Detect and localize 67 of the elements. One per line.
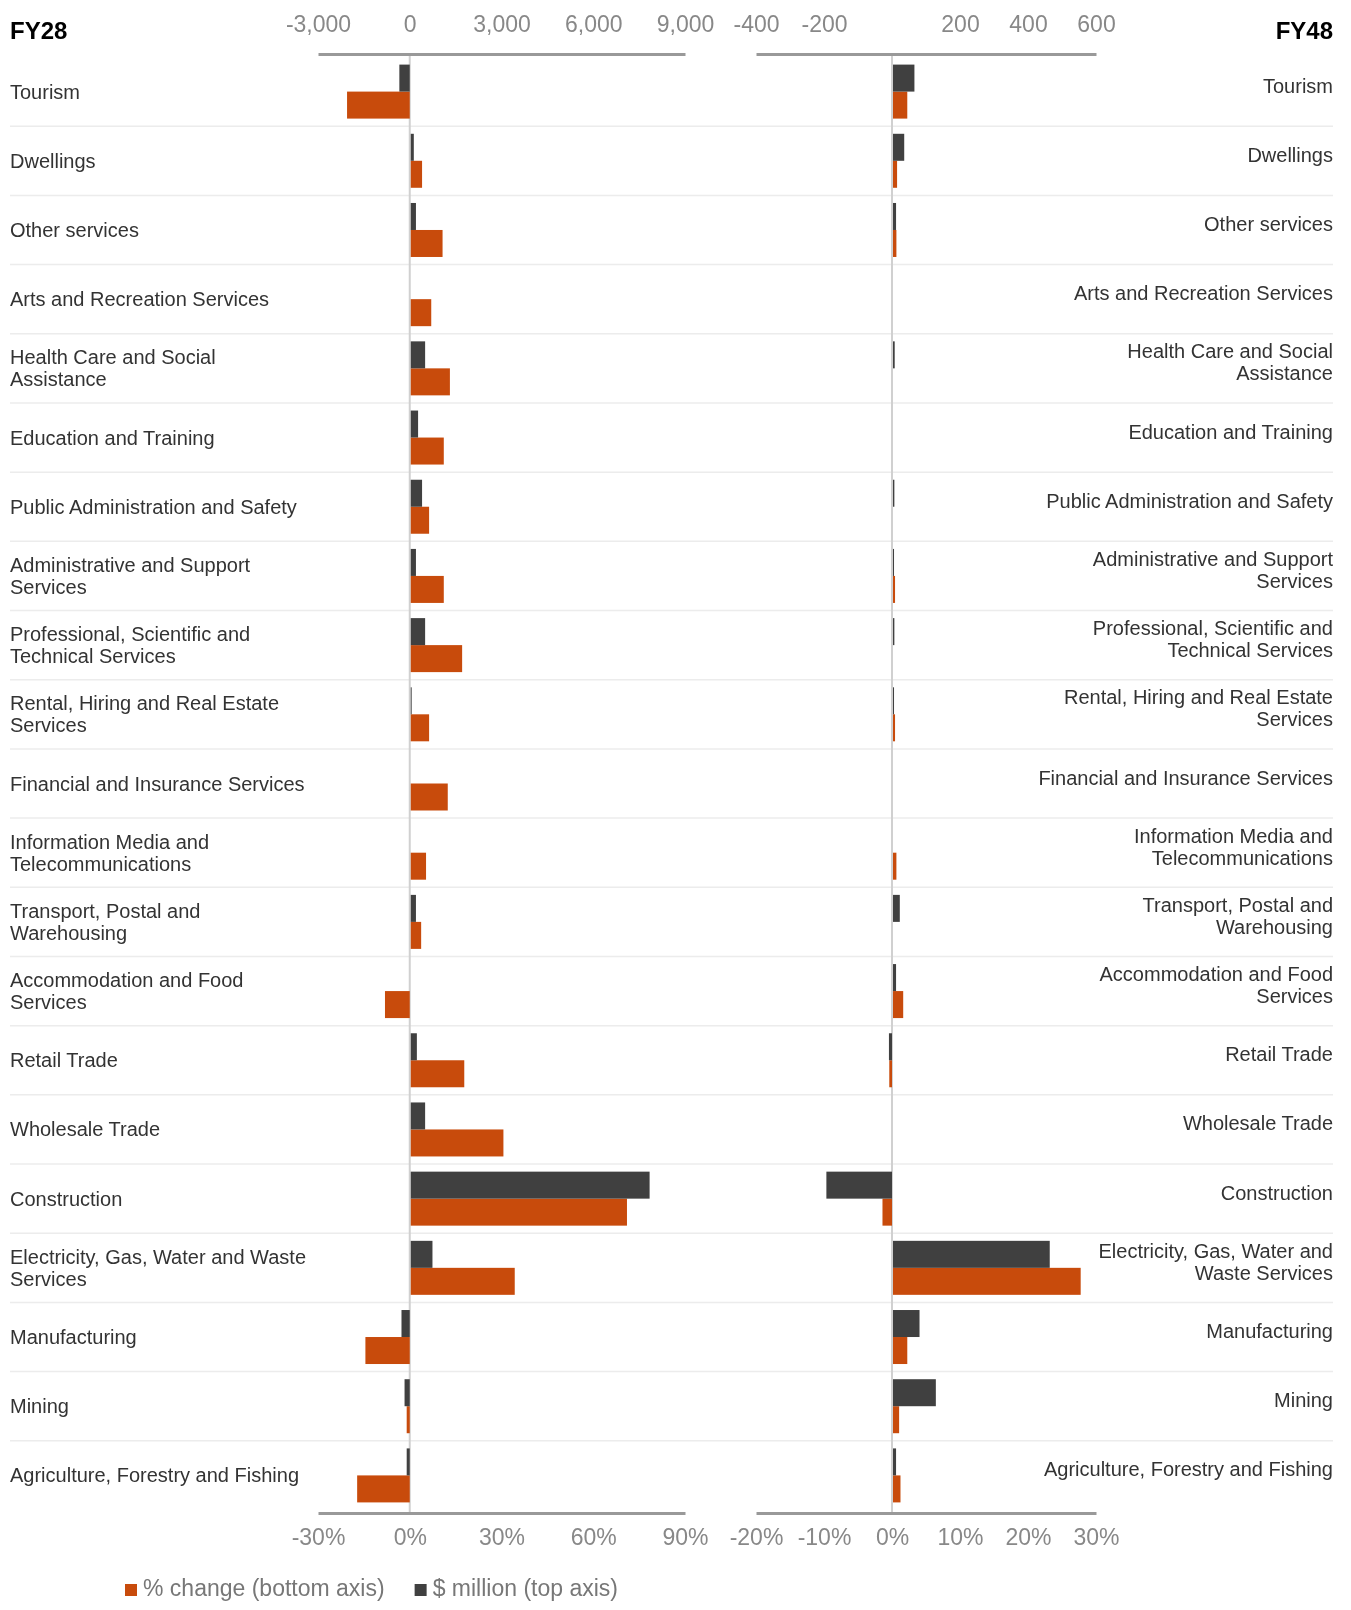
x-tick-label: 60% [570,1524,617,1551]
y-tick-label: Accommodation and Food Services [10,969,244,1014]
x-tick-label: 90% [662,1524,709,1551]
x2-tick-label: 400 [1009,11,1048,37]
legend-label: % change (bottom axis) [143,1575,385,1601]
y-tick-label: Administrative and Support Services [10,553,251,598]
y-tick-label: Transport, Postal and Warehousing [10,899,201,944]
y-tick-label: Education and Training [10,426,215,449]
x-tick-label: -30% [291,1524,346,1551]
y-tick-label: Health Care and Social Assistance [1127,340,1333,385]
y-tick-label: Rental, Hiring and Real Estate Services [1063,686,1333,731]
x2-tick-label: 0 [403,11,417,37]
y-tick-label: Mining [10,1395,69,1418]
y-tick-label: Dwellings [1247,143,1333,166]
y-tick-label: Wholesale Trade [10,1118,161,1141]
y-tick-label: Other services [10,218,139,241]
y-tick-label: Electricity, Gas, Water and Waste Services [1098,1239,1333,1284]
y-tick-label: Rental, Hiring and Real Estate Services [10,692,280,737]
y-tick-label: Mining [1274,1389,1333,1412]
y-tick-label: Information Media and Telecommunications [10,830,210,875]
y-tick-label: Agriculture, Forestry and Fishing [10,1464,300,1487]
text: FY48 [1275,17,1333,44]
x-tick-label: 10% [937,1524,984,1551]
y-tick-label: Retail Trade [10,1049,118,1072]
x2-tick-label: 200 [941,11,980,37]
y-tick-label: Public Administration and Safety [1046,489,1333,512]
x2-tick-label: -400 [733,11,780,37]
y-tick-label: Public Administration and Safety [10,495,297,518]
y-tick-label: Transport, Postal and Warehousing [1142,893,1333,938]
y-tick-label: Financial and Insurance Services [1038,766,1333,789]
y-tick-label: Electricity, Gas, Water and Waste Services [10,1245,307,1290]
x2-tick-label: 600 [1077,11,1116,37]
y-tick-label: Dwellings [10,149,96,172]
x2-tick-label: -200 [801,11,848,37]
y-tick-label: Arts and Recreation Services [10,288,270,311]
x-tick-label: 0% [393,1524,427,1551]
y-tick-label: Financial and Insurance Services [10,772,305,795]
y-tick-label: Health Care and Social Assistance [10,346,216,391]
y-tick-label: Arts and Recreation Services [1073,282,1333,305]
x-tick-label: -20% [729,1524,784,1551]
y-tick-label: Agriculture, Forestry and Fishing [1043,1458,1333,1481]
y-tick-label: Education and Training [1128,420,1333,443]
y-tick-label: Construction [10,1187,123,1210]
y-tick-label: Professional, Scientific and Technical Services [1092,617,1333,662]
text: FY28 [10,17,68,44]
x-tick-label: 0% [875,1524,910,1551]
y-tick-label: Tourism [10,80,81,103]
x2-tick-label: 6,000 [564,11,623,37]
y-tick-label: Information Media and Telecommunications [1133,824,1333,869]
x2-tick-label: 9,000 [656,11,715,37]
y-tick-label: Retail Trade [1225,1043,1333,1066]
y-tick-label: Wholesale Trade [1182,1112,1333,1135]
y-tick-label: Other services [1204,212,1333,235]
y-tick-label: Tourism [1262,74,1333,97]
x2-tick-label: 3,000 [473,11,531,37]
y-tick-label: Administrative and Support Services [1092,547,1334,592]
legend-label: $ million (top axis) [432,1575,618,1601]
y-tick-label: Manufacturing [10,1326,137,1349]
x-tick-label: 20% [1005,1524,1052,1551]
y-tick-label: Professional, Scientific and Technical Services [10,623,251,668]
y-tick-label: Manufacturing [1206,1320,1333,1343]
y-tick-label: Construction [1220,1181,1333,1204]
x-tick-label: -10% [797,1524,852,1551]
x-tick-label: 30% [478,1524,526,1551]
x-tick-label: 30% [1073,1524,1120,1551]
y-tick-label: Accommodation and Food Services [1099,963,1333,1008]
x2-tick-label: -3,000 [285,11,352,37]
